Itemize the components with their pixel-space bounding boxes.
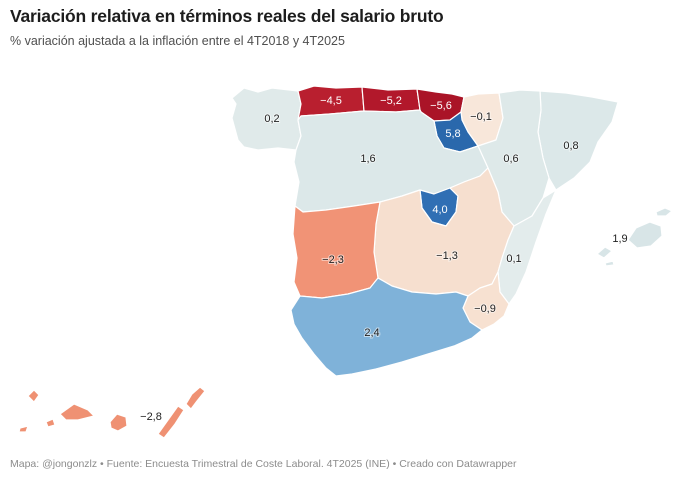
region-label-madrid: 4,0	[432, 204, 447, 216]
region-label-la-rioja: 5,8	[445, 128, 460, 140]
page-subtitle: % variación ajustada a la inflación entr…	[10, 34, 345, 48]
region-label-cataluna: 0,8	[563, 140, 578, 152]
region-label-asturias: −4,5	[320, 95, 342, 107]
region-canarias-tenerife[interactable]	[59, 403, 95, 421]
region-label-castilla-y-leon: 1,6	[360, 153, 375, 165]
region-label-extremadura: −2,3	[322, 254, 344, 266]
region-value-labels: 0,2 −4,5 −5,2 −5,6 −0,1 5,8 0,8 0,6 1,6 …	[139, 95, 629, 424]
region-andalucia[interactable]	[290, 277, 483, 377]
region-label-valencia: 0,1	[506, 253, 521, 265]
region-canarias-el-hierro[interactable]	[18, 425, 29, 433]
region-label-navarra: −0,1	[470, 111, 492, 123]
region-canarias-fuerteventura[interactable]	[157, 405, 185, 439]
regions	[18, 85, 673, 439]
region-extremadura[interactable]	[292, 201, 381, 299]
region-canarias-lanzarote[interactable]	[185, 386, 206, 410]
region-label-galicia: 0,2	[264, 113, 279, 125]
region-baleares-menorca[interactable]	[655, 207, 673, 217]
region-label-canarias: −2,8	[140, 411, 162, 423]
page-title: Variación relativa en términos reales de…	[10, 6, 444, 26]
map-footer: Mapa: @jongonzlz • Fuente: Encuesta Trim…	[10, 458, 517, 470]
region-label-andalucia: 2,4	[364, 327, 379, 339]
region-label-cantabria: −5,2	[380, 95, 402, 107]
region-label-aragon: 0,6	[503, 153, 518, 165]
region-baleares-mallorca[interactable]	[627, 221, 663, 249]
region-canarias-la-palma[interactable]	[27, 389, 40, 403]
region-canarias-la-gomera[interactable]	[45, 418, 56, 428]
region-baleares-formentera[interactable]	[604, 260, 615, 267]
region-label-baleares: 1,9	[612, 233, 627, 245]
region-canarias-gran-canaria[interactable]	[109, 413, 128, 432]
region-baleares-ibiza[interactable]	[596, 246, 613, 259]
region-label-pais-vasco: −5,6	[430, 100, 452, 112]
region-label-murcia: −0,9	[474, 303, 496, 315]
region-label-castilla-la-mancha: −1,3	[436, 250, 458, 262]
